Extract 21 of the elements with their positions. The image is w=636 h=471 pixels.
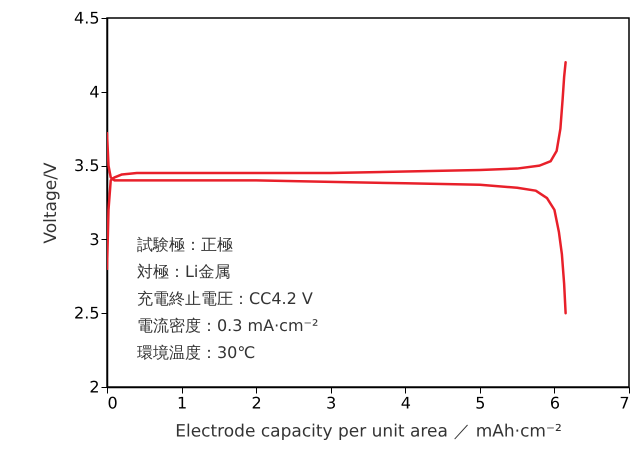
x-tick-label: 1 [176, 394, 188, 412]
x-tick-label: 4 [400, 394, 411, 412]
x-tick-label: 7 [619, 394, 630, 412]
annotation: 対極：Li金属 [137, 262, 230, 281]
x-tick-label: 0 [108, 394, 118, 412]
y-tick-label: 4 [89, 82, 100, 102]
x-axis-title: Electrode capacity per unit area ／ mAh·cm⁻² [175, 422, 562, 442]
y-tick-label: 3 [89, 230, 100, 249]
x-tick-label: 6 [550, 394, 560, 412]
y-axis-title: Voltage/V [41, 162, 62, 244]
annotation: 環境温度：30℃ [137, 343, 256, 362]
y-tick-label: 3.5 [74, 156, 100, 176]
y-tick-label: 4.5 [74, 8, 100, 28]
y-tick-label: 2.5 [74, 304, 100, 323]
x-tick-label: 3 [326, 394, 336, 412]
annotation: 試験極：正極 [137, 235, 233, 254]
y-tick-label: 2 [89, 378, 100, 396]
x-tick-label: 2 [252, 394, 262, 412]
annotation: 電流密度：0.3 mA·cm⁻² [137, 316, 318, 335]
x-tick-label: 5 [475, 394, 486, 412]
annotation: 充電終止電圧：CC4.2 V [137, 289, 313, 308]
